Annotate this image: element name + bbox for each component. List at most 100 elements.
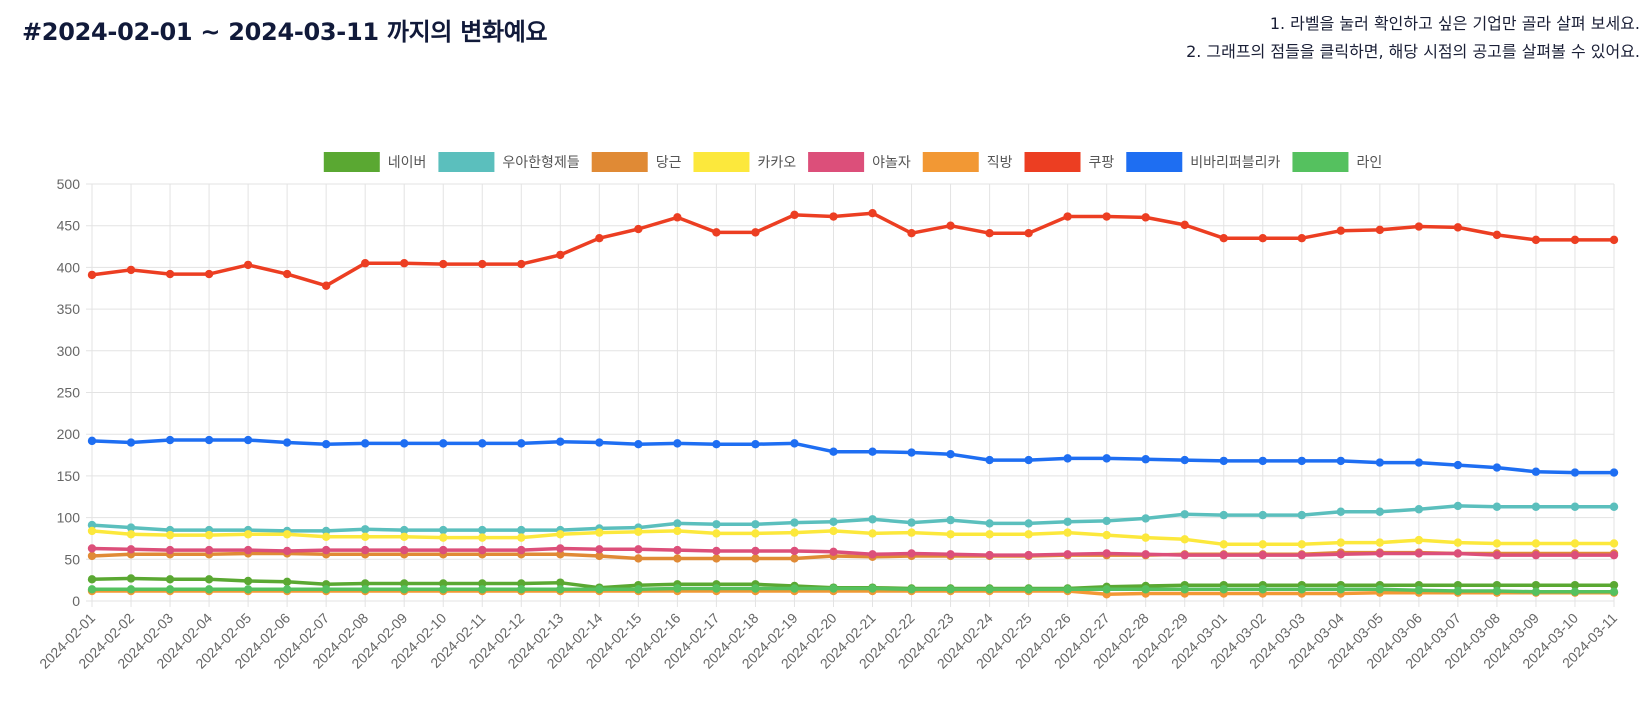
data-point[interactable] (634, 224, 643, 234)
data-point[interactable] (634, 527, 643, 536)
data-point[interactable] (517, 439, 526, 448)
data-point[interactable] (165, 585, 175, 594)
data-point[interactable] (1297, 540, 1306, 549)
data-point[interactable] (1375, 507, 1385, 516)
data-point[interactable] (595, 234, 604, 243)
data-point[interactable] (712, 554, 721, 563)
data-point[interactable] (1258, 540, 1267, 549)
data-point[interactable] (595, 551, 604, 561)
data-point[interactable] (751, 584, 760, 593)
data-point[interactable] (751, 228, 760, 237)
data-point[interactable] (1219, 550, 1228, 560)
data-point[interactable] (1180, 510, 1189, 519)
data-point[interactable] (282, 577, 292, 587)
data-point[interactable] (478, 439, 487, 448)
data-point[interactable] (1258, 510, 1267, 520)
data-point[interactable] (673, 519, 682, 528)
data-point[interactable] (1219, 585, 1228, 594)
data-point[interactable] (1492, 230, 1502, 240)
data-point[interactable] (829, 584, 838, 593)
data-point[interactable] (1180, 455, 1189, 465)
data-point[interactable] (204, 545, 214, 555)
data-point[interactable] (165, 530, 175, 540)
data-point[interactable] (282, 438, 292, 447)
data-point[interactable] (360, 585, 370, 594)
data-point[interactable] (868, 584, 877, 593)
data-point[interactable] (204, 435, 214, 445)
data-point[interactable] (439, 579, 448, 588)
data-point[interactable] (751, 546, 760, 556)
data-point[interactable] (556, 437, 565, 446)
data-point[interactable] (946, 450, 955, 459)
data-point[interactable] (1141, 533, 1150, 542)
data-point[interactable] (634, 554, 643, 563)
data-point[interactable] (165, 435, 175, 445)
data-point[interactable] (712, 228, 721, 237)
data-point[interactable] (87, 544, 97, 553)
data-point[interactable] (1492, 586, 1502, 596)
data-point[interactable] (1102, 530, 1111, 540)
data-point[interactable] (126, 530, 136, 539)
data-point[interactable] (1141, 455, 1150, 464)
data-point[interactable] (165, 575, 175, 584)
data-point[interactable] (360, 525, 370, 534)
data-point[interactable] (1102, 549, 1111, 558)
data-point[interactable] (1531, 587, 1541, 597)
data-point[interactable] (439, 525, 448, 535)
data-point[interactable] (1570, 587, 1580, 597)
data-point[interactable] (1297, 234, 1306, 243)
data-point[interactable] (1063, 517, 1072, 526)
data-point[interactable] (868, 515, 877, 524)
data-point[interactable] (829, 547, 838, 556)
data-point[interactable] (1609, 587, 1619, 597)
data-point[interactable] (282, 269, 292, 279)
data-point[interactable] (165, 269, 175, 279)
data-point[interactable] (1453, 460, 1463, 470)
data-point[interactable] (595, 528, 604, 537)
data-point[interactable] (478, 525, 487, 535)
data-point[interactable] (985, 519, 994, 528)
data-point[interactable] (1336, 550, 1346, 559)
data-point[interactable] (282, 585, 292, 594)
data-point[interactable] (1297, 585, 1306, 594)
data-point[interactable] (790, 546, 799, 556)
data-point[interactable] (712, 584, 721, 593)
data-point[interactable] (126, 574, 136, 583)
data-point[interactable] (1492, 580, 1502, 590)
data-point[interactable] (634, 545, 643, 554)
data-point[interactable] (1219, 234, 1228, 243)
data-point[interactable] (946, 515, 955, 525)
data-point[interactable] (478, 579, 487, 588)
data-point[interactable] (1024, 229, 1033, 238)
data-point[interactable] (165, 545, 175, 555)
data-point[interactable] (1609, 235, 1619, 245)
data-point[interactable] (243, 530, 253, 539)
data-point[interactable] (907, 518, 916, 527)
data-point[interactable] (1063, 550, 1072, 559)
data-point[interactable] (1219, 456, 1228, 466)
data-point[interactable] (1492, 539, 1502, 548)
data-point[interactable] (1375, 538, 1385, 547)
data-point[interactable] (673, 213, 682, 222)
data-point[interactable] (946, 221, 955, 230)
data-point[interactable] (1258, 234, 1267, 243)
data-point[interactable] (829, 517, 838, 526)
data-point[interactable] (1570, 539, 1580, 548)
data-point[interactable] (87, 270, 97, 280)
data-point[interactable] (1570, 550, 1580, 560)
data-point[interactable] (1375, 225, 1385, 235)
data-point[interactable] (243, 260, 253, 270)
data-point[interactable] (907, 549, 916, 558)
data-point[interactable] (1219, 510, 1228, 520)
data-point[interactable] (829, 526, 838, 536)
data-point[interactable] (517, 533, 526, 542)
data-point[interactable] (1492, 550, 1502, 560)
data-point[interactable] (1102, 585, 1111, 594)
data-point[interactable] (1141, 514, 1150, 523)
data-point[interactable] (985, 530, 994, 539)
data-point[interactable] (1453, 501, 1463, 511)
data-point[interactable] (204, 575, 214, 584)
data-point[interactable] (517, 259, 526, 269)
data-point[interactable] (790, 439, 799, 448)
data-point[interactable] (1453, 538, 1463, 547)
